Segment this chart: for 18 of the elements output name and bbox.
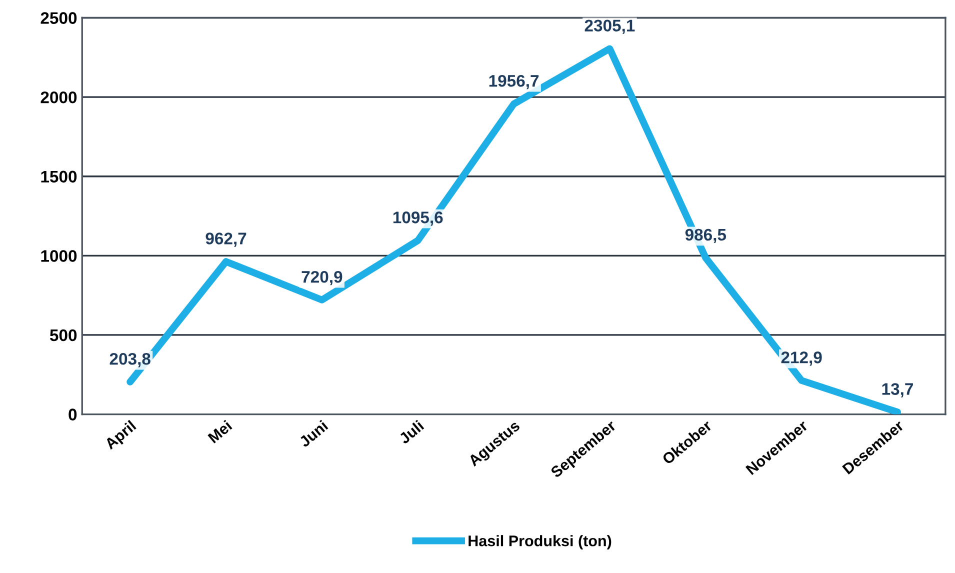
data-label: 1095,6: [393, 212, 443, 226]
data-label: 203,8: [110, 352, 150, 368]
y-tick-label: 2500: [40, 12, 77, 24]
y-tick-label: 2000: [40, 91, 77, 104]
legend-label: Hasil Produksi (ton): [468, 535, 612, 550]
y-tick-label: 0: [68, 408, 77, 420]
data-label: 1956,7: [489, 74, 539, 90]
y-tick-label: 1000: [41, 250, 77, 262]
data-label: 212,9: [781, 352, 822, 366]
data-label: 962,7: [206, 232, 246, 247]
x-tick-label: Mei: [207, 420, 232, 444]
data-label: 720,9: [302, 270, 342, 286]
y-tick-label: 1500: [41, 170, 77, 183]
y-tick-label: 500: [50, 329, 77, 342]
data-label: 13,7: [882, 383, 913, 398]
data-label: 986,5: [685, 228, 726, 244]
x-tick-label: Juli: [398, 420, 424, 445]
data-label: 2305,1: [584, 20, 635, 34]
